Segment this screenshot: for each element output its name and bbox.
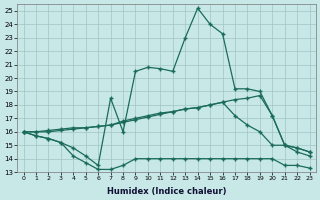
X-axis label: Humidex (Indice chaleur): Humidex (Indice chaleur)	[107, 187, 226, 196]
